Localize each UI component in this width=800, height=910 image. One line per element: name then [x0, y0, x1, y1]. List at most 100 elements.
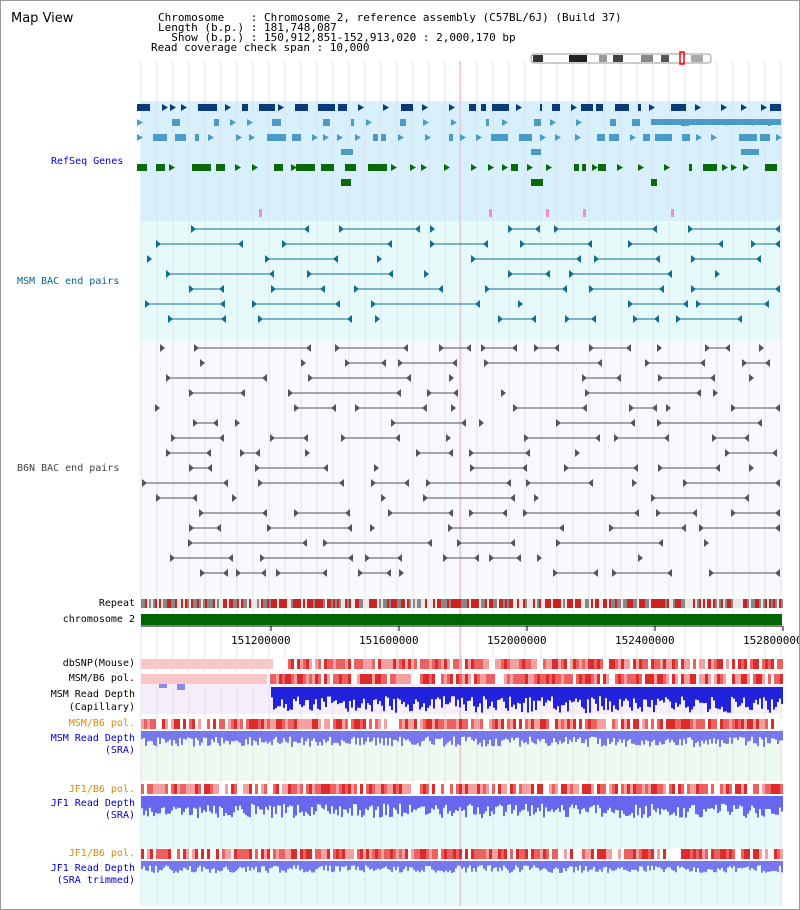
depth-bar: [541, 796, 543, 804]
polymorphism-cell: [564, 784, 567, 794]
polymorphism-cell: [624, 674, 627, 684]
polymorphism-cell: [231, 719, 234, 729]
polymorphism-cell: [696, 674, 699, 684]
bac-end: [481, 344, 486, 352]
repeat-segment: [657, 599, 659, 608]
gene-block: [741, 149, 759, 155]
depth-bar: [763, 861, 765, 871]
polymorphism-cell: [372, 674, 375, 684]
depth-bar: [555, 731, 557, 743]
polymorphism-cell: [474, 784, 477, 794]
polymorphism-cell: [558, 674, 561, 684]
depth-bar: [289, 796, 291, 806]
depth-bar: [393, 687, 395, 699]
depth-bar: [433, 861, 435, 871]
depth-bar: [419, 861, 421, 873]
depth-bar: [209, 861, 211, 873]
depth-bar: [389, 796, 391, 818]
repeat-segment: [305, 599, 307, 608]
depth-bar: [217, 796, 219, 818]
depth-bar: [603, 731, 605, 746]
polymorphism-cell: [777, 674, 780, 684]
polymorphism-cell: [390, 719, 393, 729]
bac-end: [166, 449, 171, 457]
depth-bar: [257, 731, 259, 746]
polymorphism-cell: [432, 784, 435, 794]
gene-block: [651, 179, 657, 186]
polymorphism-cell: [429, 719, 432, 729]
polymorphism-cell: [153, 849, 156, 859]
depth-bar: [595, 687, 597, 704]
polymorphism-cell: [267, 659, 270, 669]
depth-bar: [285, 731, 287, 742]
polymorphism-cell: [516, 719, 519, 729]
polymorphism-cell: [195, 719, 198, 729]
depth-bar: [647, 731, 649, 742]
bac-end: [252, 300, 257, 308]
depth-bar: [253, 731, 255, 741]
depth-bar: [371, 861, 373, 869]
polymorphism-cell: [645, 849, 648, 859]
polymorphism-cell: [192, 659, 195, 669]
polymorphism-cell: [573, 659, 576, 669]
polymorphism-cell: [144, 674, 147, 684]
polymorphism-cell: [144, 719, 147, 729]
bac-end: [483, 240, 488, 248]
depth-bar: [459, 861, 461, 866]
depth-bar: [485, 796, 487, 812]
depth-bar: [149, 731, 151, 741]
depth-bar: [379, 731, 381, 744]
gene-exon: [295, 104, 308, 111]
polymorphism-cell: [711, 659, 714, 669]
polymorphism-cell: [558, 659, 561, 669]
polymorphism-cell: [183, 784, 186, 794]
polymorphism-cell: [702, 659, 705, 669]
repeat-segment: [459, 599, 461, 608]
polymorphism-cell: [351, 849, 354, 859]
polymorphism-cell: [621, 784, 624, 794]
polymorphism-cell: [336, 719, 339, 729]
polymorphism-cell: [636, 849, 639, 859]
depth-bar: [347, 687, 349, 712]
depth-bar: [571, 796, 573, 805]
depth-bar: [373, 796, 375, 818]
repeat-segment: [755, 599, 757, 608]
depth-bar: [157, 861, 159, 873]
depth-bar: [777, 861, 779, 872]
polymorphism-cell: [699, 659, 702, 669]
bac-end: [219, 285, 224, 293]
depth-bar: [699, 731, 701, 747]
depth-bar: [503, 731, 505, 740]
depth-bar: [675, 687, 677, 703]
polymorphism-cell: [687, 659, 690, 669]
depth-bar: [173, 796, 175, 807]
depth-bar: [223, 731, 225, 744]
gene-exon: [172, 119, 180, 126]
gene-arrow: [236, 134, 242, 141]
depth-bar: [779, 731, 781, 741]
polymorphism-cell: [192, 849, 195, 859]
depth-bar: [641, 687, 643, 712]
depth-bar: [417, 796, 419, 809]
polymorphism-cell: [705, 849, 708, 859]
repeat-segment: [453, 599, 455, 608]
depth-bar: [577, 731, 579, 740]
polymorphism-cell: [336, 849, 339, 859]
polymorphism-cell: [435, 659, 438, 669]
polymorphism-cell: [186, 659, 189, 669]
polymorphism-cell: [243, 719, 246, 729]
repeat-segment: [141, 599, 143, 608]
repeat-segment: [457, 599, 459, 608]
depth-bar: [179, 731, 181, 738]
bac-end: [609, 524, 614, 532]
polymorphism-cell: [240, 784, 243, 794]
depth-bar: [237, 731, 239, 742]
gene-arrow: [516, 104, 522, 111]
polymorphism-cell: [621, 849, 624, 859]
depth-bar: [561, 796, 563, 806]
bac-end: [365, 554, 370, 562]
polymorphism-cell: [252, 719, 255, 729]
depth-bar: [433, 687, 435, 709]
depth-bar: [705, 861, 707, 873]
